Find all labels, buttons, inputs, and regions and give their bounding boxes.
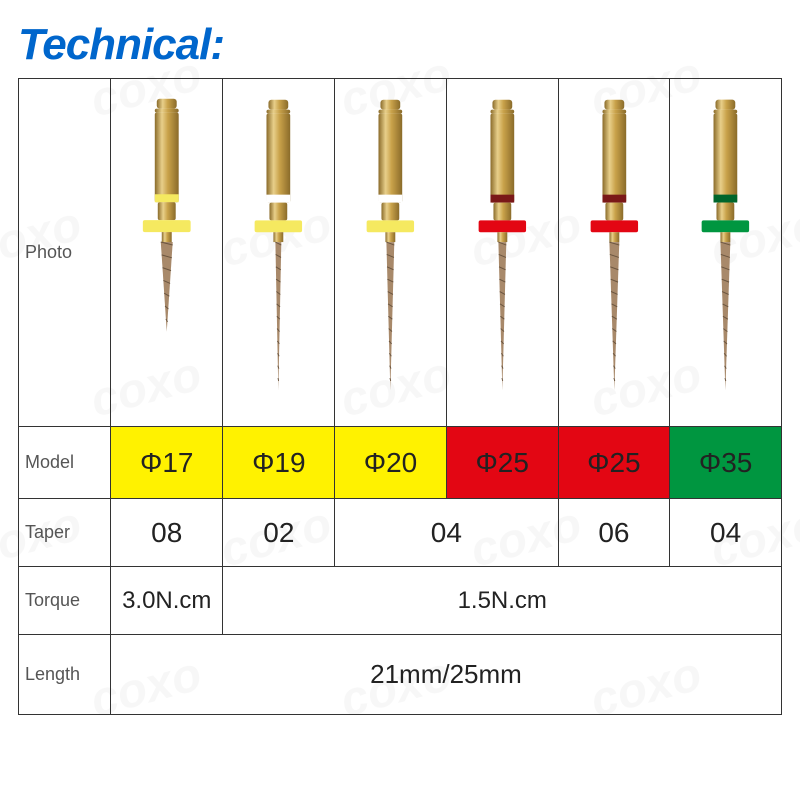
- photo-cell-5: [670, 79, 782, 427]
- row-torque-cell-1: 1.5N.cm: [223, 567, 782, 635]
- endo-file-icon-3: [447, 80, 558, 420]
- spec-table-container: Photo Model Φ17 Φ19 Φ20 Φ25 Φ25 Φ35 Tape…: [18, 78, 782, 715]
- label-photo: Photo: [19, 79, 111, 427]
- row-length-cell-0: 21mm/25mm: [111, 635, 782, 715]
- endo-file-icon-1: [223, 80, 334, 420]
- row-photo: Photo: [19, 79, 782, 427]
- photo-cell-2: [335, 79, 447, 427]
- photo-cell-0: [111, 79, 223, 427]
- row-torque-cell-0: 3.0N.cm: [111, 567, 223, 635]
- label-torque: Torque: [19, 567, 111, 635]
- spec-table: Photo Model Φ17 Φ19 Φ20 Φ25 Φ25 Φ35 Tape…: [18, 78, 782, 715]
- row-taper-cell-0: 08: [111, 499, 223, 567]
- model-cell-1: Φ19: [223, 427, 335, 499]
- endo-file-icon-4: [559, 80, 670, 420]
- photo-cell-1: [223, 79, 335, 427]
- row-model: Model Φ17 Φ19 Φ20 Φ25 Φ25 Φ35: [19, 427, 782, 499]
- page-title: Technical:: [18, 20, 224, 70]
- photo-cell-3: [446, 79, 558, 427]
- row-taper-cell-3: 06: [558, 499, 670, 567]
- row-torque: Torque 3.0N.cm1.5N.cm: [19, 567, 782, 635]
- endo-file-icon-5: [670, 80, 781, 420]
- photo-cell-4: [558, 79, 670, 427]
- model-cell-3: Φ25: [446, 427, 558, 499]
- row-length: Length 21mm/25mm: [19, 635, 782, 715]
- row-taper-cell-2: 04: [335, 499, 558, 567]
- row-taper-cell-4: 04: [670, 499, 782, 567]
- endo-file-icon-0: [111, 80, 222, 420]
- model-cell-2: Φ20: [335, 427, 447, 499]
- label-model: Model: [19, 427, 111, 499]
- model-cell-4: Φ25: [558, 427, 670, 499]
- endo-file-icon-2: [335, 80, 446, 420]
- label-length: Length: [19, 635, 111, 715]
- row-taper: Taper 0802040604: [19, 499, 782, 567]
- row-taper-cell-1: 02: [223, 499, 335, 567]
- label-taper: Taper: [19, 499, 111, 567]
- model-cell-0: Φ17: [111, 427, 223, 499]
- model-cell-5: Φ35: [670, 427, 782, 499]
